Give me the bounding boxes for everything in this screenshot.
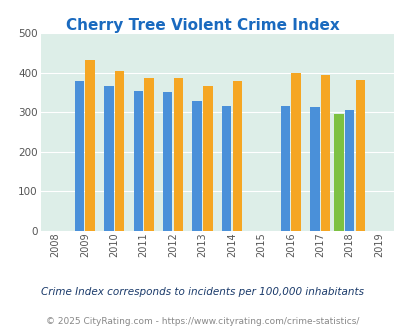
- Text: Cherry Tree Violent Crime Index: Cherry Tree Violent Crime Index: [66, 18, 339, 33]
- Bar: [334, 114, 343, 231]
- Bar: [355, 80, 364, 231]
- Bar: [320, 75, 329, 231]
- Text: © 2025 CityRating.com - https://www.cityrating.com/crime-statistics/: © 2025 CityRating.com - https://www.city…: [46, 317, 359, 326]
- Bar: [173, 78, 183, 231]
- Bar: [192, 101, 201, 231]
- Bar: [291, 73, 300, 231]
- Bar: [232, 81, 241, 231]
- Text: Crime Index corresponds to incidents per 100,000 inhabitants: Crime Index corresponds to incidents per…: [41, 287, 364, 297]
- Bar: [144, 78, 153, 231]
- Bar: [222, 106, 231, 231]
- Bar: [115, 71, 124, 231]
- Bar: [280, 106, 290, 231]
- Bar: [202, 86, 212, 231]
- Bar: [344, 110, 354, 231]
- Bar: [309, 108, 319, 231]
- Bar: [85, 60, 94, 231]
- Bar: [75, 81, 84, 231]
- Bar: [133, 91, 143, 231]
- Bar: [104, 86, 113, 231]
- Bar: [163, 92, 172, 231]
